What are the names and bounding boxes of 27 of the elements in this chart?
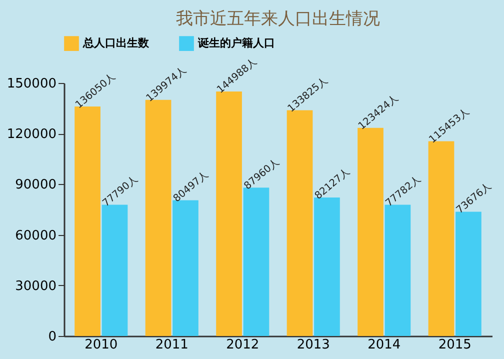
bar <box>145 100 172 336</box>
y-tick-label: 150000 <box>6 76 56 92</box>
bar <box>172 200 198 336</box>
x-tick-label: 2015 <box>438 338 472 352</box>
legend-label: 总人口出生数 <box>82 36 150 50</box>
chart-title: 我市近五年来人口出生情况 <box>176 9 380 29</box>
bar <box>384 204 411 336</box>
bar <box>216 91 242 336</box>
x-tick-label: 2011 <box>155 338 188 352</box>
x-tick-label: 2012 <box>226 338 260 352</box>
x-tick-label: 2014 <box>368 338 401 352</box>
y-tick-label: 120000 <box>6 127 56 142</box>
legend-label: 诞生的户籍人口 <box>197 36 275 50</box>
bar <box>243 188 270 336</box>
bar <box>74 106 100 336</box>
y-tick-label: 30000 <box>15 278 56 294</box>
bar <box>102 204 128 336</box>
bar <box>286 110 313 336</box>
bar <box>358 128 384 336</box>
y-tick-label: 0 <box>48 330 56 344</box>
y-tick-label: 60000 <box>15 228 56 244</box>
bar <box>428 141 454 336</box>
bar <box>314 197 340 336</box>
x-tick-label: 2010 <box>84 338 118 352</box>
x-tick-label: 2013 <box>296 338 330 352</box>
bar <box>456 212 482 336</box>
y-tick-label: 90000 <box>15 178 56 193</box>
